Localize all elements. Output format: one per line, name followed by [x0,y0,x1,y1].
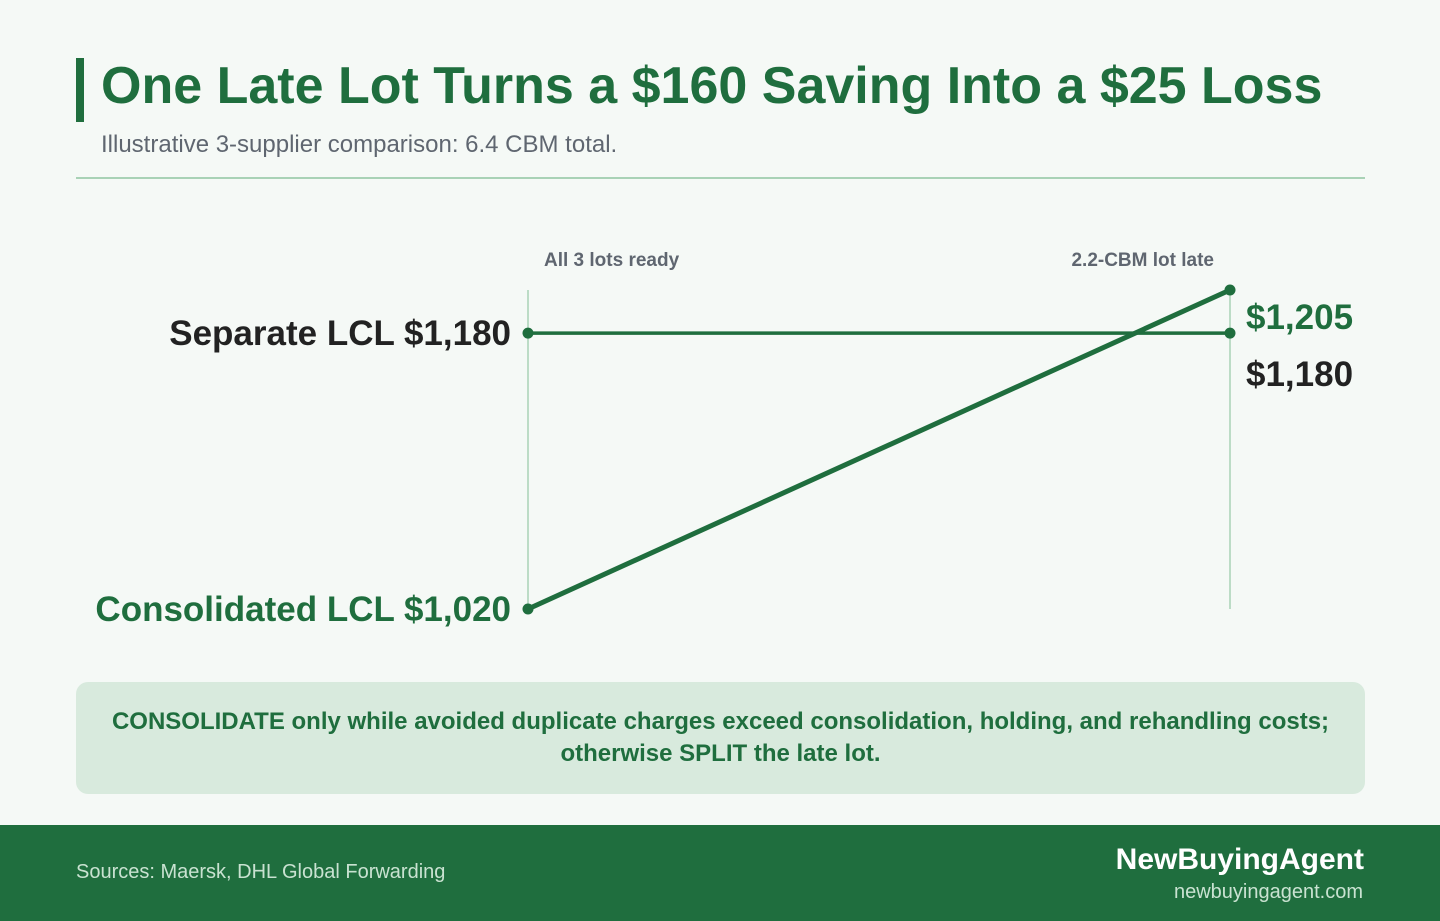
brand-name: NewBuyingAgent [1115,843,1364,876]
series-0-start-label: Separate LCL $1,180 [169,314,511,353]
series-1-point-0 [522,603,534,615]
slope-chart: All 3 lots ready 2.2-CBM lot late Separate… [95,250,1353,629]
series-line-1 [525,287,1233,612]
series-0-point-1 [1224,327,1236,339]
category-label-0: All 3 lots ready [544,250,680,271]
header-divider [76,177,1365,179]
decision-callout: CONSOLIDATE only while avoided duplicate… [76,682,1365,794]
category-label-1: 2.2-CBM lot late [1071,250,1214,271]
callout-text-part-2: the late lot. [747,740,881,767]
callout-keyword-consolidate: CONSOLIDATE [111,708,285,735]
page-title: One Late Lot Turns a $160 Saving Into a … [101,57,1323,115]
series-1-point-1 [1224,284,1236,296]
sources-text: Sources: Maersk, DHL Global Forwarding [76,861,446,883]
page-subtitle: Illustrative 3-supplier comparison: 6.4 … [101,131,618,158]
series-1-end-label: $1,205 [1246,298,1353,337]
series-0-point-0 [522,327,534,339]
brand-url: newbuyingagent.com [1173,881,1363,903]
series-1-start-label: Consolidated LCL $1,020 [95,590,511,629]
callout-text-part-1: only while avoided duplicate charges exc… [284,708,1330,767]
series-0-end-label: $1,180 [1246,355,1353,394]
footer: Sources: Maersk, DHL Global Forwarding N… [0,825,1440,921]
callout-text: CONSOLIDATE only while avoided duplicate… [106,706,1335,770]
title-accent-bar [76,58,84,122]
callout-keyword-split: SPLIT [679,740,748,767]
